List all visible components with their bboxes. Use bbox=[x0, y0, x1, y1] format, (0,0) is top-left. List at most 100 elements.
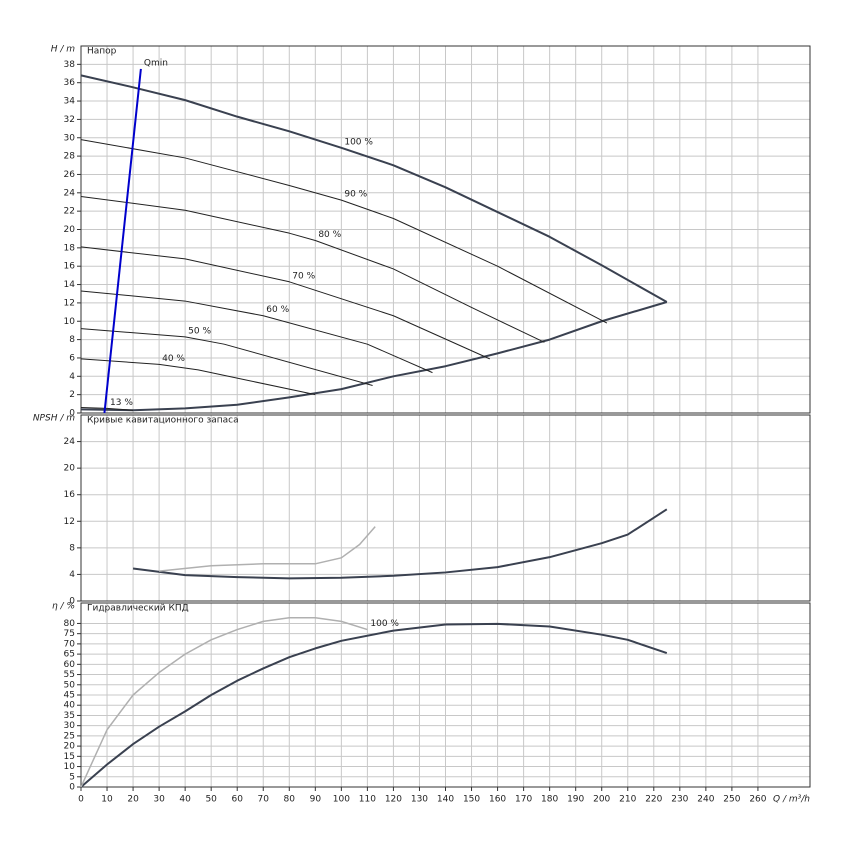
x-tick-label: 10 bbox=[101, 795, 113, 805]
y-tick-label: 20 bbox=[64, 225, 76, 235]
line-series bbox=[80, 358, 316, 396]
line-series bbox=[159, 526, 376, 572]
y-tick-label: 4 bbox=[69, 570, 75, 580]
series-label: 100 % bbox=[344, 137, 373, 147]
y-tick-label: 32 bbox=[64, 115, 75, 125]
y-tick-label: 60 bbox=[64, 660, 76, 670]
x-axis-label: Q / m³/h bbox=[773, 795, 810, 805]
y-tick-label: 16 bbox=[64, 490, 76, 500]
y-tick-label: 36 bbox=[64, 78, 76, 88]
y-tick-label: 10 bbox=[64, 317, 76, 327]
y-tick-label: 35 bbox=[64, 711, 75, 721]
series-label: 100 % bbox=[370, 619, 399, 629]
y-tick-label: 12 bbox=[64, 298, 75, 308]
y-tick-label: 34 bbox=[64, 97, 76, 107]
line-series bbox=[132, 508, 668, 580]
x-tick-label: 20 bbox=[127, 795, 139, 805]
series-label: 70 % bbox=[292, 271, 315, 281]
y-tick-label: 6 bbox=[69, 353, 75, 363]
y-tick-label: 40 bbox=[64, 701, 76, 711]
x-tick-label: 80 bbox=[284, 795, 296, 805]
line-series bbox=[80, 622, 668, 788]
x-tick-label: 230 bbox=[671, 795, 688, 805]
y-tick-label: 20 bbox=[64, 742, 76, 752]
y-axis-label: NPSH / m bbox=[33, 414, 75, 424]
panel-title: Напор bbox=[87, 47, 117, 57]
y-tick-label: 45 bbox=[64, 691, 75, 701]
x-tick-label: 260 bbox=[749, 795, 766, 805]
panel-title: Кривые кавитационного запаса bbox=[87, 416, 239, 426]
plot-frame bbox=[80, 45, 811, 414]
x-tick-label: 170 bbox=[515, 795, 532, 805]
series-label: 90 % bbox=[344, 190, 367, 200]
y-axis-label: η / % bbox=[52, 602, 75, 612]
line-series bbox=[80, 406, 134, 411]
y-tick-label: 38 bbox=[64, 60, 76, 70]
line-series bbox=[80, 616, 368, 788]
x-tick-label: 220 bbox=[645, 795, 662, 805]
y-tick-label: 25 bbox=[64, 731, 75, 741]
x-tick-label: 110 bbox=[359, 795, 376, 805]
x-tick-label: 70 bbox=[258, 795, 270, 805]
y-tick-label: 8 bbox=[69, 335, 75, 345]
series-label: 13 % bbox=[110, 398, 133, 408]
x-tick-label: 200 bbox=[593, 795, 610, 805]
y-tick-label: 15 bbox=[64, 752, 75, 762]
y-tick-label: 4 bbox=[69, 372, 75, 382]
x-tick-label: 100 bbox=[333, 795, 350, 805]
series-label: 80 % bbox=[318, 230, 341, 240]
y-tick-label: 55 bbox=[64, 670, 75, 680]
y-tick-label: 10 bbox=[64, 762, 76, 772]
line-series bbox=[80, 328, 373, 386]
y-tick-label: 70 bbox=[64, 639, 76, 649]
y-tick-label: 12 bbox=[64, 517, 75, 527]
y-tick-label: 24 bbox=[64, 437, 76, 447]
x-tick-label: 250 bbox=[723, 795, 740, 805]
line-series bbox=[80, 290, 433, 374]
x-tick-label: 150 bbox=[463, 795, 480, 805]
series-label: 50 % bbox=[188, 326, 211, 336]
y-tick-label: 14 bbox=[64, 280, 76, 290]
series-label: 40 % bbox=[162, 354, 185, 364]
line-series bbox=[80, 195, 545, 343]
y-tick-label: 22 bbox=[64, 207, 75, 217]
y-tick-label: 75 bbox=[64, 629, 75, 639]
x-tick-label: 160 bbox=[489, 795, 506, 805]
line-series bbox=[80, 74, 668, 303]
y-tick-label: 50 bbox=[64, 680, 76, 690]
x-tick-label: 0 bbox=[78, 795, 84, 805]
y-tick-label: 65 bbox=[64, 650, 75, 660]
x-tick-label: 210 bbox=[619, 795, 636, 805]
y-tick-label: 0 bbox=[69, 783, 75, 793]
y-tick-label: 28 bbox=[64, 152, 76, 162]
series-label: Qmin bbox=[144, 58, 168, 68]
x-tick-label: 120 bbox=[385, 795, 402, 805]
y-tick-label: 8 bbox=[69, 543, 75, 553]
line-series bbox=[103, 68, 142, 414]
y-tick-label: 5 bbox=[69, 772, 75, 782]
x-tick-label: 50 bbox=[205, 795, 217, 805]
y-tick-label: 24 bbox=[64, 188, 76, 198]
x-tick-label: 130 bbox=[411, 795, 428, 805]
series-label: 60 % bbox=[266, 305, 289, 315]
x-tick-label: 190 bbox=[567, 795, 584, 805]
y-tick-label: 2 bbox=[69, 390, 75, 400]
y-tick-label: 30 bbox=[64, 133, 76, 143]
y-tick-label: 18 bbox=[64, 243, 76, 253]
plot-frame bbox=[80, 414, 811, 602]
x-tick-label: 60 bbox=[231, 795, 243, 805]
y-tick-label: 30 bbox=[64, 721, 76, 731]
x-tick-label: 30 bbox=[153, 795, 165, 805]
x-tick-label: 40 bbox=[179, 795, 191, 805]
y-axis-label: H / m bbox=[51, 45, 76, 55]
line-series bbox=[80, 139, 608, 324]
line-series bbox=[80, 301, 668, 412]
y-tick-label: 20 bbox=[64, 464, 76, 474]
y-tick-label: 0 bbox=[69, 409, 75, 419]
x-tick-label: 180 bbox=[541, 795, 558, 805]
x-tick-label: 240 bbox=[697, 795, 714, 805]
line-series bbox=[80, 246, 490, 360]
panel-title: Гидравлический КПД bbox=[87, 604, 189, 614]
y-tick-label: 0 bbox=[69, 597, 75, 607]
